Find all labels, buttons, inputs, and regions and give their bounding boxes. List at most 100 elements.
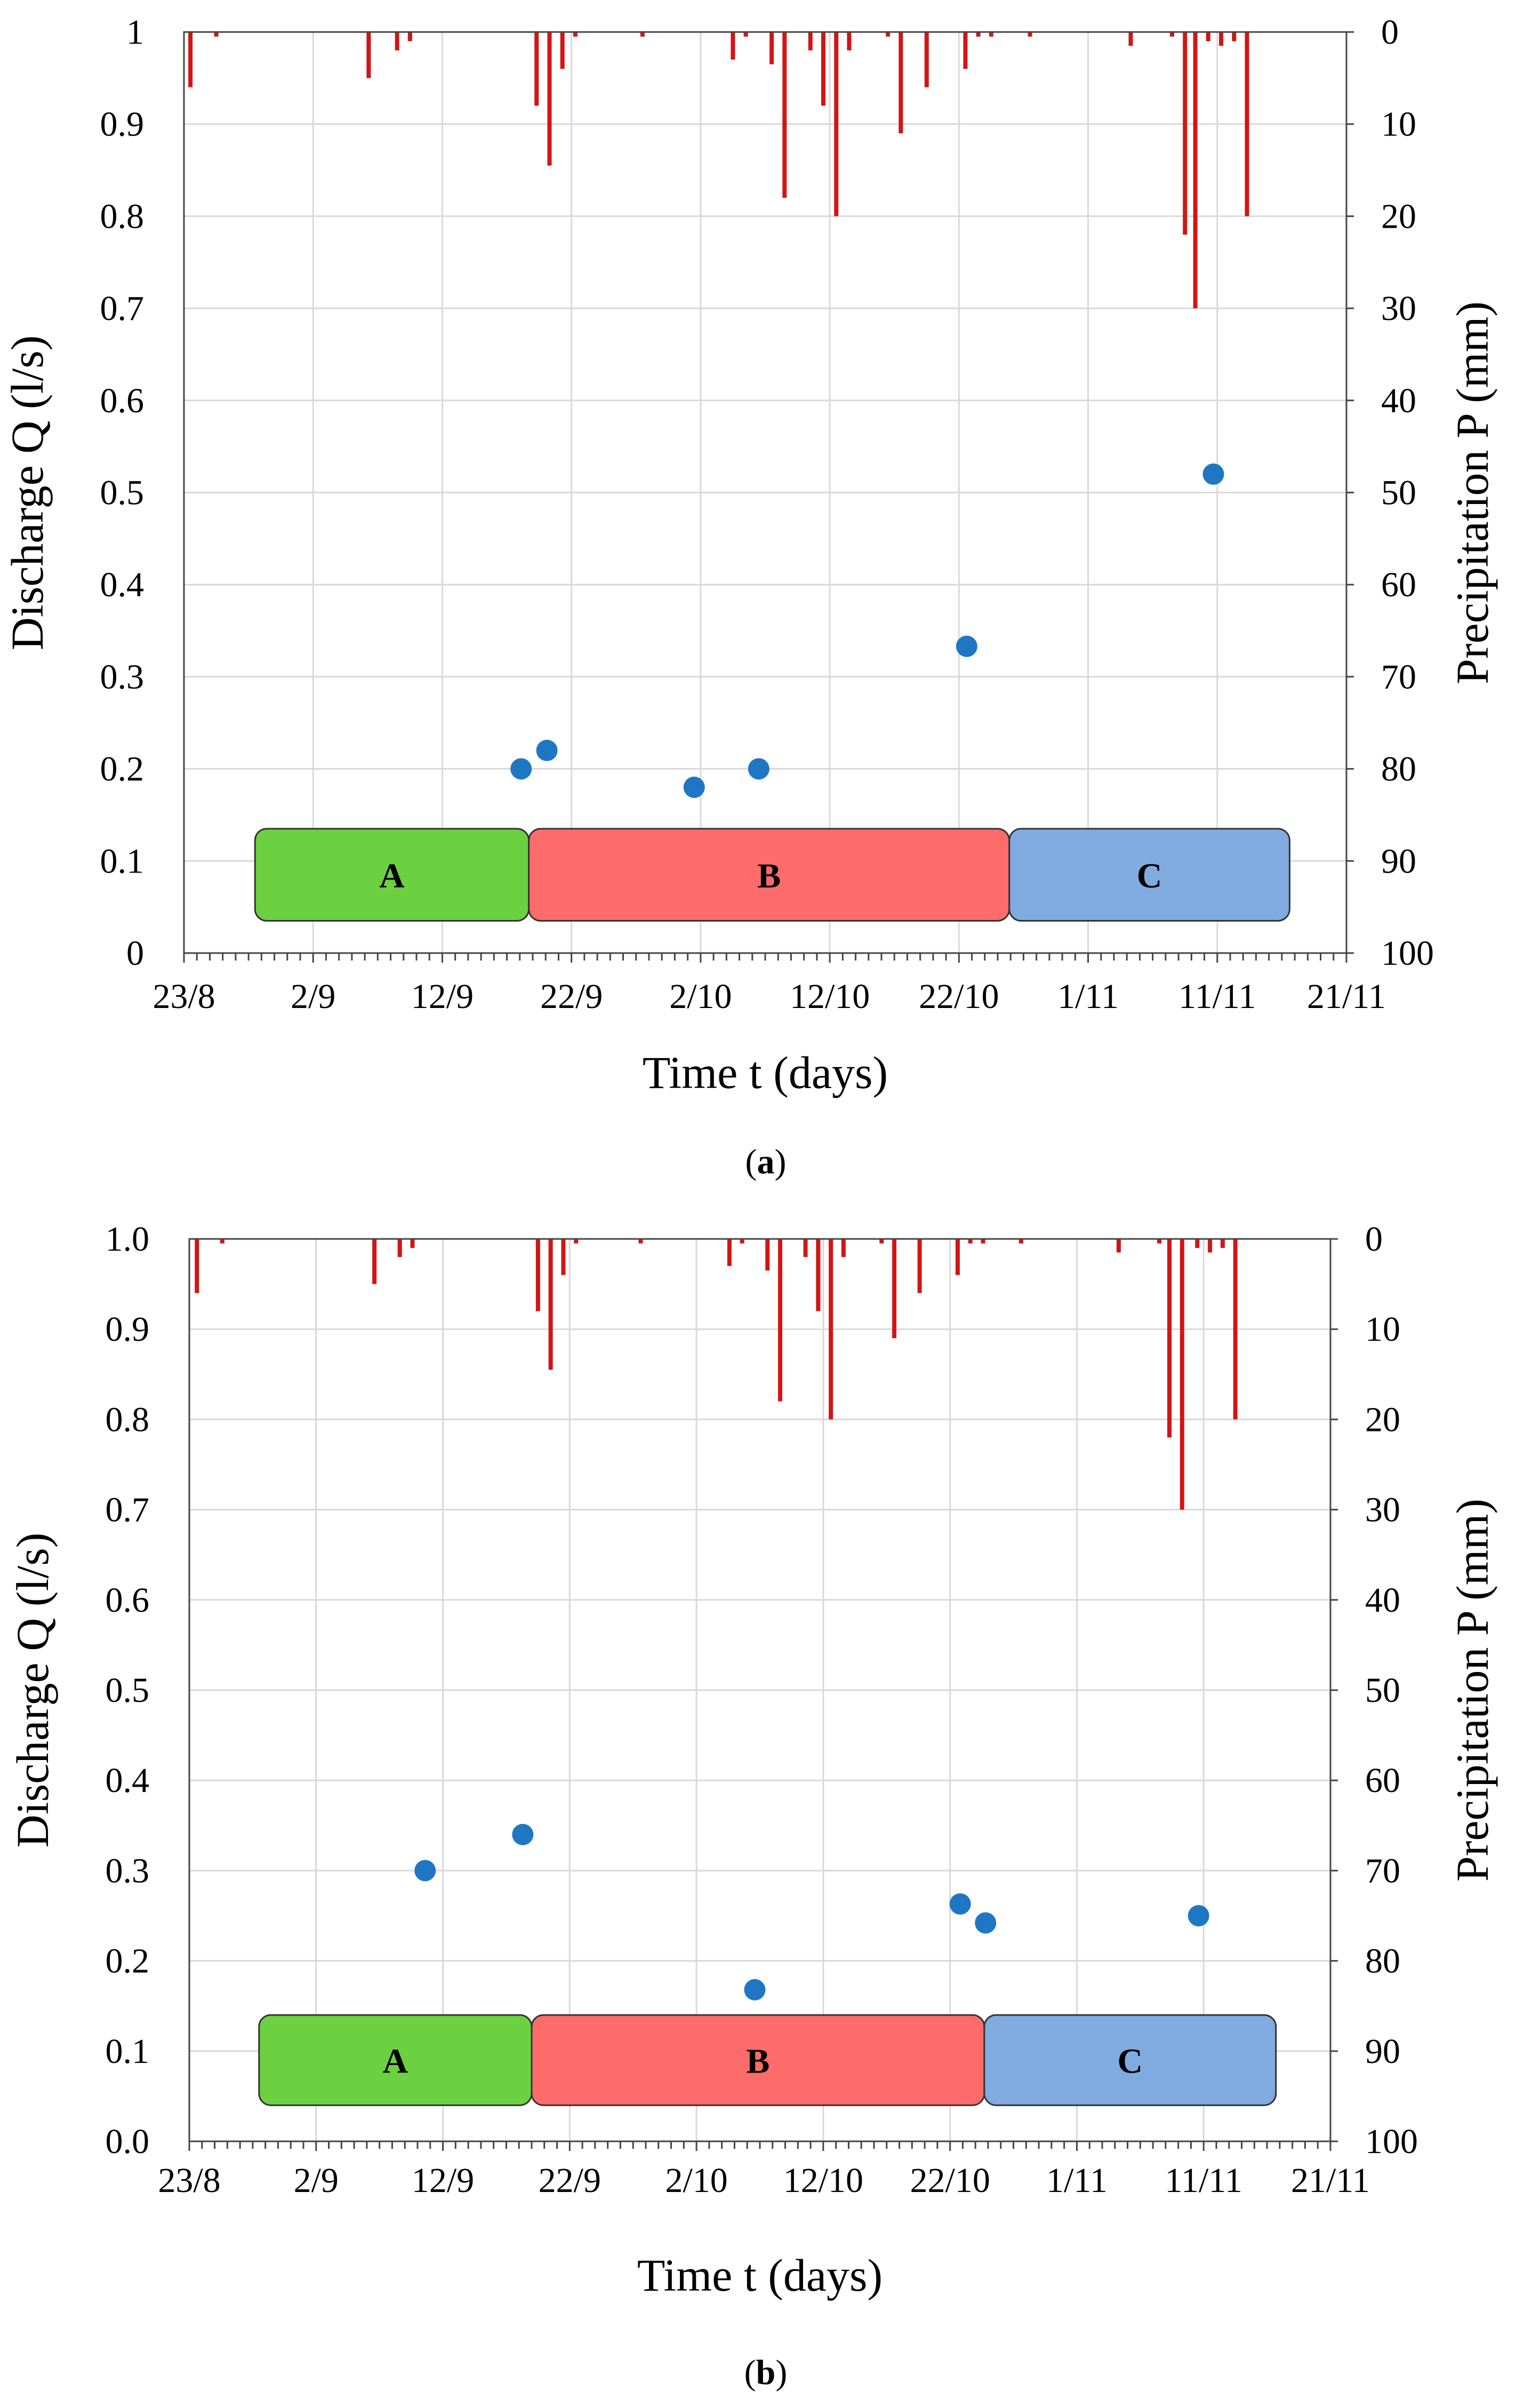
left-tick-label: 0.4 <box>106 1761 150 1800</box>
right-tick-label: 0 <box>1381 13 1399 52</box>
right-tick-label: 70 <box>1365 1851 1400 1890</box>
phase-label-c: C <box>1117 2042 1143 2081</box>
left-tick-label: 0.6 <box>100 381 145 420</box>
discharge-point <box>414 1860 436 1882</box>
x-tick-label: 12/9 <box>411 977 474 1016</box>
left-tick-label: 0.6 <box>106 1581 150 1620</box>
x-axis-title: Time t (days) <box>637 2250 883 2301</box>
right-tick-label: 80 <box>1365 1942 1400 1981</box>
left-tick-label: 0.7 <box>100 289 145 328</box>
discharge-point <box>949 1893 971 1915</box>
discharge-point <box>512 1823 534 1845</box>
right-tick-label: 10 <box>1381 105 1416 144</box>
left-axis-title: Discharge Q (l/s) <box>7 1533 58 1848</box>
x-tick-label: 12/9 <box>412 2161 474 2200</box>
left-tick-label: 0.3 <box>106 1851 150 1890</box>
x-tick-label: 1/11 <box>1046 2161 1108 2200</box>
x-tick-label: 22/9 <box>540 977 603 1016</box>
right-tick-label: 100 <box>1381 934 1434 973</box>
left-tick-label: 1.0 <box>106 1220 150 1259</box>
panel-a: A B C 23/8 2/9 12/9 22/9 2/10 12/10 22/10 1/11 11/1… <box>2 13 1498 1181</box>
x-tick-label: 23/8 <box>153 977 215 1016</box>
phase-box-c <box>983 2014 1277 2106</box>
x-tick-label: 22/10 <box>919 977 999 1016</box>
right-tick-label: 40 <box>1365 1581 1400 1620</box>
right-tick-label: 0 <box>1365 1220 1383 1259</box>
phase-box-c <box>1008 828 1290 922</box>
left-tick-label: 0.9 <box>100 105 145 144</box>
panel-caption: (b) <box>744 2353 788 2392</box>
discharge-point <box>748 758 769 780</box>
right-tick-label: 80 <box>1381 750 1416 789</box>
discharge-point <box>510 758 532 780</box>
right-tick-label: 30 <box>1365 1491 1400 1530</box>
caption-paren: ( <box>744 2353 756 2392</box>
caption-paren: ) <box>775 1142 787 1181</box>
left-tick-label: 0.2 <box>106 1942 150 1981</box>
left-tick-label: 0.8 <box>100 197 145 236</box>
left-tick-label: 0.1 <box>100 842 145 881</box>
right-tick-label: 60 <box>1381 565 1416 604</box>
left-tick-label: 1 <box>126 13 144 52</box>
left-tick-label: 0.8 <box>106 1400 150 1439</box>
right-tick-label: 60 <box>1365 1761 1400 1800</box>
x-tick-label: 21/11 <box>1307 977 1386 1016</box>
right-tick-label: 50 <box>1365 1671 1400 1710</box>
caption-paren: ) <box>775 2353 787 2392</box>
x-tick-label: 2/9 <box>294 2161 339 2200</box>
x-tick-label: 2/10 <box>665 2161 727 2200</box>
left-tick-label: 0.0 <box>106 2122 150 2161</box>
discharge-point <box>1202 463 1224 485</box>
phase-label-b: B <box>757 857 781 895</box>
right-tick-label: 90 <box>1381 842 1416 881</box>
left-axis-title: Discharge Q (l/s) <box>2 335 53 651</box>
left-tick-label: 0.9 <box>106 1310 150 1349</box>
left-tick-label: 0.7 <box>106 1491 150 1530</box>
right-tick-label: 70 <box>1381 658 1416 697</box>
phase-label-c: C <box>1137 857 1162 895</box>
right-tick-label: 40 <box>1381 381 1416 420</box>
caption-letter: b <box>756 2353 776 2392</box>
x-tick-label: 2/10 <box>669 977 732 1016</box>
left-tick-label: 0.5 <box>100 474 145 513</box>
right-tick-label: 30 <box>1381 289 1416 328</box>
caption-paren: ( <box>745 1142 757 1181</box>
left-tick-label: 0.3 <box>100 658 145 697</box>
x-tick-label: 11/11 <box>1178 977 1256 1016</box>
discharge-point <box>683 777 705 798</box>
left-tick-label: 0.1 <box>106 2032 150 2071</box>
right-tick-label: 10 <box>1365 1310 1400 1349</box>
left-tick-label: 0.5 <box>106 1671 150 1710</box>
right-tick-label: 100 <box>1365 2122 1418 2161</box>
discharge-point <box>1188 1905 1209 1926</box>
discharge-point <box>744 1979 766 2001</box>
panel-caption: (a) <box>745 1142 787 1181</box>
right-tick-label: 50 <box>1381 474 1416 513</box>
discharge-point <box>975 1912 997 1934</box>
x-tick-label: 22/9 <box>539 2161 601 2200</box>
x-tick-label: 21/11 <box>1291 2161 1370 2200</box>
x-tick-label: 12/10 <box>790 977 870 1016</box>
phase-label-a: A <box>379 857 405 895</box>
x-axis-title: Time t (days) <box>643 1047 888 1098</box>
phase-label-b: B <box>746 2042 769 2081</box>
caption-letter: a <box>757 1142 775 1181</box>
x-tick-label: 2/9 <box>291 977 335 1016</box>
left-tick-label: 0.4 <box>100 565 145 604</box>
panel-b: A B C 23/8 2/9 12/9 22/9 2/10 12/10 22/10 1/11 11/1… <box>7 1220 1498 2392</box>
right-tick-label: 20 <box>1381 197 1416 236</box>
x-tick-label: 22/10 <box>910 2161 990 2200</box>
right-tick-label: 90 <box>1365 2032 1400 2071</box>
right-axis-title: Precipitation P (mm) <box>1447 301 1498 684</box>
x-tick-label: 12/10 <box>783 2161 863 2200</box>
right-tick-label: 20 <box>1365 1400 1400 1439</box>
x-tick-label: 23/8 <box>158 2161 220 2200</box>
phase-label-a: A <box>383 2042 408 2081</box>
discharge-point <box>956 635 977 657</box>
x-tick-label: 1/11 <box>1057 977 1119 1016</box>
discharge-point <box>536 740 558 762</box>
left-tick-label: 0 <box>126 934 144 973</box>
left-tick-label: 0.2 <box>100 750 145 789</box>
x-tick-label: 11/11 <box>1165 2161 1242 2200</box>
